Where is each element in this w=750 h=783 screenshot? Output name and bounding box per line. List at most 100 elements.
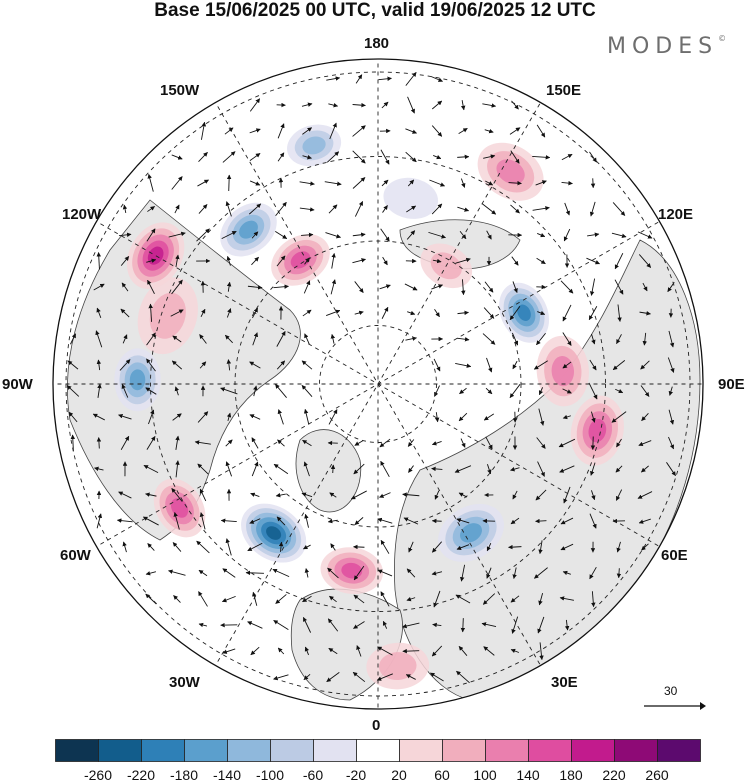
wind-vector [174, 386, 180, 396]
wind-vector [120, 308, 130, 318]
wind-vector [461, 279, 466, 296]
wind-vector [352, 125, 366, 137]
wind-vector [326, 671, 340, 683]
colorbar-tick-label: -140 [212, 767, 242, 783]
colorbar-swatch [356, 739, 400, 762]
negative-anomaly-contour [266, 526, 282, 540]
wind-vector [302, 616, 312, 633]
wind-vector [510, 150, 520, 164]
wind-vector [356, 645, 362, 657]
wind-vector [352, 150, 366, 164]
wind-vector [277, 152, 285, 162]
greenland-land [295, 429, 362, 513]
wind-vector [249, 98, 261, 112]
wind-vector [96, 252, 102, 270]
wind-vector [616, 438, 622, 448]
wind-vector [538, 387, 544, 396]
wind-vector [250, 646, 260, 656]
wind-vector [142, 516, 159, 526]
colorbar-tick-label: -260 [83, 767, 113, 783]
wind-vector [509, 305, 521, 321]
wind-vector [637, 491, 653, 499]
wind-vector [352, 671, 366, 683]
wind-vector [331, 252, 336, 269]
wind-vector [380, 539, 390, 554]
wind-vector [539, 642, 544, 661]
wind-vector [588, 306, 598, 321]
wind-vector [226, 174, 232, 191]
wind-vector [224, 334, 234, 344]
wind-vector [301, 102, 313, 107]
wind-vector [226, 412, 232, 422]
wind-vector [168, 569, 186, 576]
wind-vector [198, 569, 208, 577]
wind-vector [405, 674, 416, 680]
wind-vector [538, 408, 545, 426]
wind-vector [640, 465, 649, 473]
wind-vector [534, 567, 548, 579]
wind-vector [355, 74, 363, 84]
wind-vector [329, 492, 337, 498]
wind-vector [561, 180, 573, 186]
colorbar-swatch [270, 739, 314, 762]
wind-vector [148, 303, 153, 322]
wind-vector [353, 565, 365, 581]
wind-vector [272, 568, 290, 578]
wind-vector [168, 231, 186, 238]
wind-vector [377, 569, 393, 577]
wind-vector [380, 149, 390, 165]
wind-vector [431, 100, 443, 110]
colorbar-tick-label: 220 [602, 767, 626, 783]
wind-vector [122, 541, 127, 553]
wind-vector [352, 102, 366, 108]
wind-vector [532, 155, 551, 160]
colorbar-tick-label: 60 [434, 767, 450, 783]
wind-vector [563, 486, 571, 504]
wind-vector [428, 231, 446, 239]
wind-vector [328, 409, 338, 425]
wind-vector [350, 490, 367, 500]
wind-vector [303, 461, 310, 477]
wind-vector [302, 309, 312, 317]
lon-label-60e: 60E [661, 547, 688, 564]
wind-vector [483, 646, 495, 656]
wind-vector [197, 463, 209, 475]
wind-vector [382, 256, 388, 266]
wind-vector [509, 384, 521, 399]
wind-vector [457, 154, 470, 160]
wind-vector [406, 596, 416, 602]
wind-vector [431, 125, 443, 137]
wind-vector [455, 257, 471, 264]
wind-vector [510, 204, 520, 214]
wind-vector [637, 231, 653, 239]
wind-vector [226, 255, 231, 266]
wind-vector [485, 180, 494, 186]
lon-label-150e: 150E [546, 82, 582, 99]
wind-vector [378, 76, 392, 81]
wind-vector [614, 252, 624, 270]
negative-anomaly-contour [302, 136, 326, 155]
wind-vector [95, 330, 103, 348]
wind-vector [329, 122, 337, 140]
lon-label-150w: 150W [160, 82, 200, 99]
colorbar-swatch [399, 739, 443, 762]
negative-anomaly-contour [383, 177, 439, 219]
wind-vector [330, 279, 337, 295]
wind-vector [511, 616, 519, 634]
geopotential-anomaly-field [114, 124, 624, 690]
wind-vector [248, 203, 262, 215]
wind-vector [330, 543, 336, 551]
wind-vector [251, 437, 259, 449]
wind-vector [172, 413, 182, 421]
wind-vector [354, 201, 364, 217]
wind-vector [249, 518, 261, 524]
wind-vector [122, 334, 128, 344]
wind-vector [457, 206, 470, 212]
wind-vector [249, 414, 261, 420]
wind-vector [589, 359, 597, 371]
wind-vector [197, 411, 209, 423]
wind-vector [377, 646, 393, 656]
wind-vector [93, 283, 105, 291]
wind-vector [277, 409, 284, 425]
colorbar-swatch [98, 739, 142, 762]
